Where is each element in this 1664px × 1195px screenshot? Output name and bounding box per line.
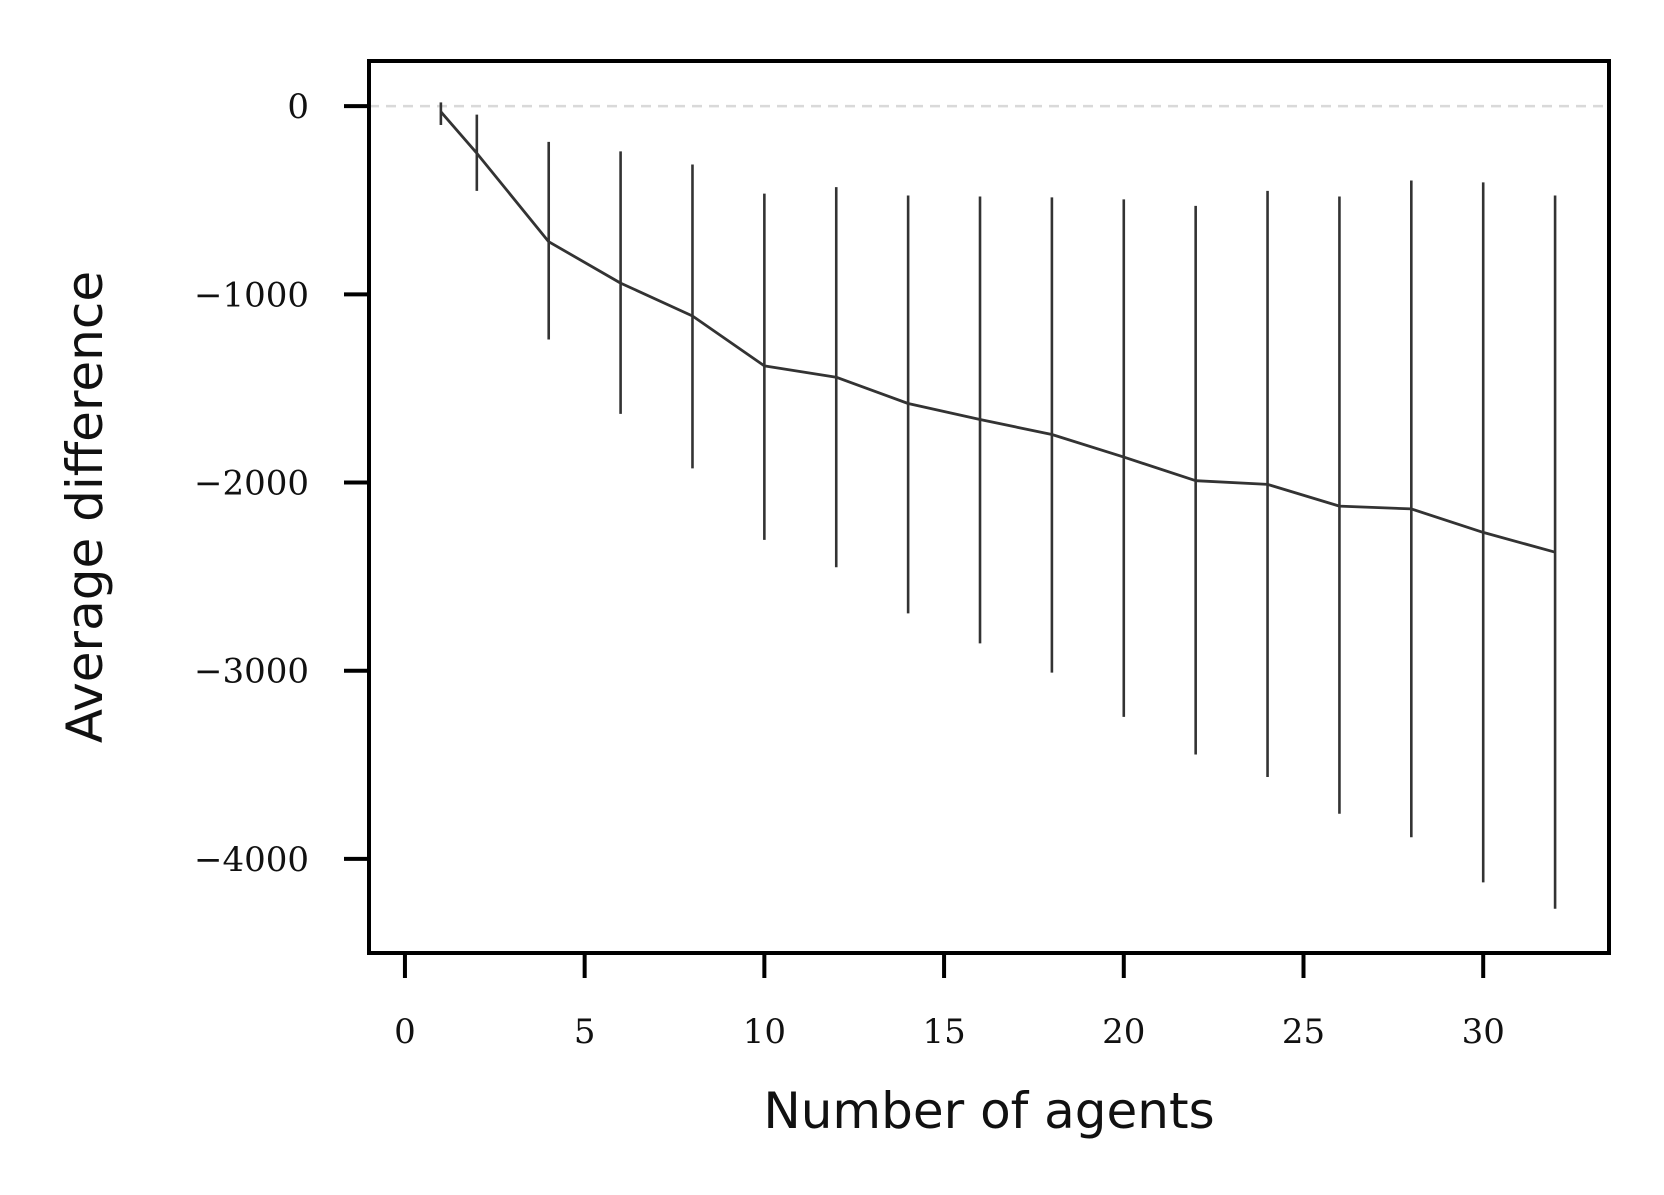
y-tick-label: −2000 bbox=[194, 464, 309, 504]
y-axis-ticks: 0 −1000 −2000 −3000 −4000 bbox=[194, 87, 369, 880]
x-tick-label: 25 bbox=[1282, 1012, 1325, 1052]
x-tick-label: 30 bbox=[1462, 1012, 1505, 1052]
y-tick-label: −3000 bbox=[194, 652, 309, 692]
x-tick-label: 15 bbox=[922, 1012, 965, 1052]
series-line bbox=[439, 110, 1556, 554]
series-line-layer bbox=[439, 110, 1556, 554]
y-tick-label: −4000 bbox=[194, 840, 309, 880]
x-tick-label: 20 bbox=[1102, 1012, 1145, 1052]
x-tick-label: 10 bbox=[743, 1012, 786, 1052]
error-bar-layer bbox=[439, 102, 1557, 909]
y-tick-label: 0 bbox=[287, 87, 309, 127]
x-tick-label: 5 bbox=[574, 1012, 596, 1052]
plot-frame bbox=[367, 59, 1611, 955]
x-axis-label: Number of agents bbox=[763, 1082, 1214, 1140]
y-axis-label: Average difference bbox=[56, 271, 114, 743]
x-axis-ticks: 0 5 10 15 20 25 30 bbox=[394, 953, 1505, 1052]
x-tick-label: 0 bbox=[394, 1012, 416, 1052]
y-tick-label: −1000 bbox=[194, 275, 309, 315]
